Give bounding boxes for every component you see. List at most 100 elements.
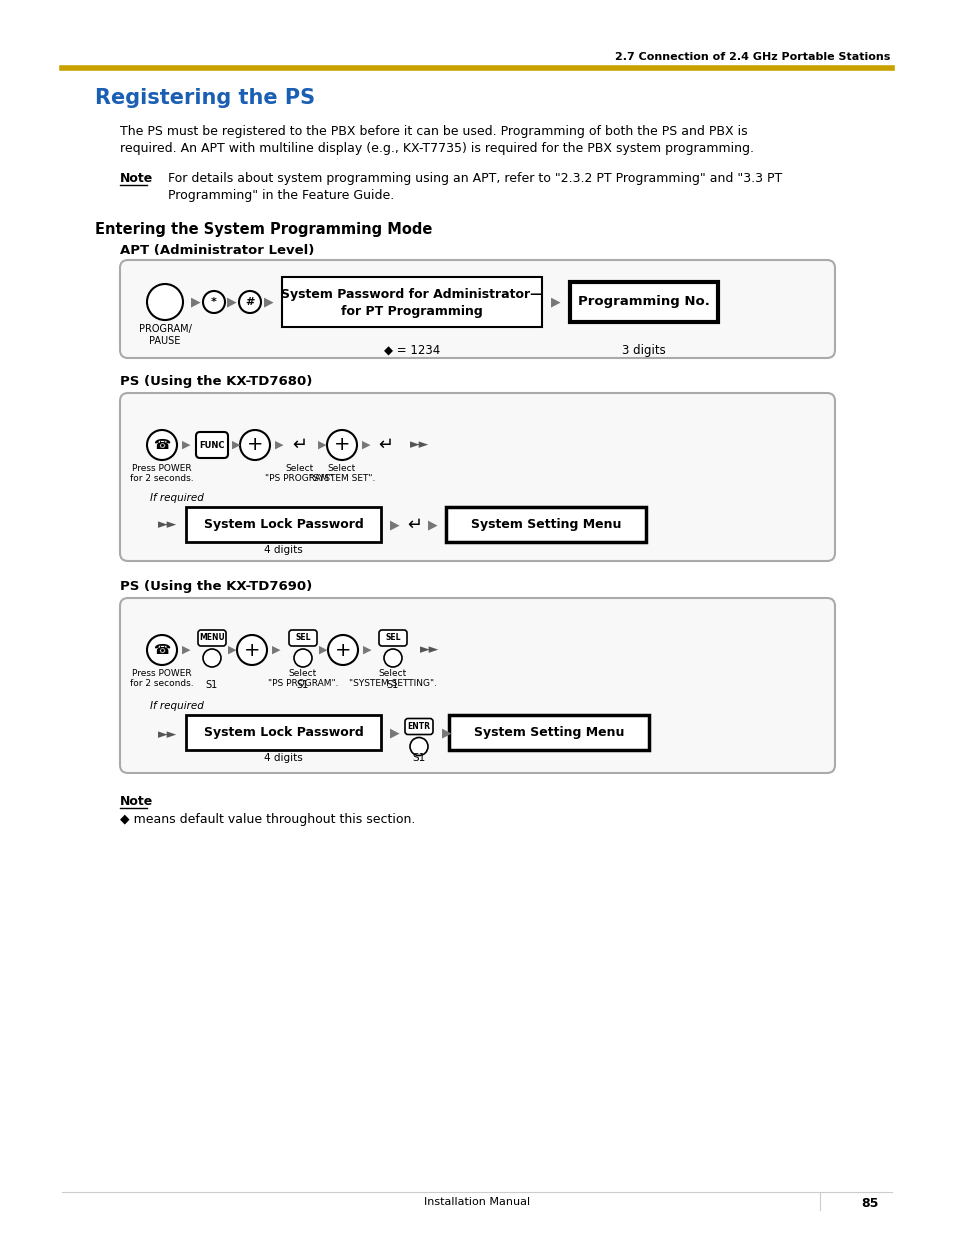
Text: PS (Using the KX-TD7690): PS (Using the KX-TD7690) — [120, 580, 312, 593]
Text: Select
"PS PROGRAM".: Select "PS PROGRAM". — [265, 464, 335, 483]
Text: SEL: SEL — [385, 634, 400, 642]
FancyBboxPatch shape — [120, 393, 834, 561]
Text: ◆ means default value throughout this section.: ◆ means default value throughout this se… — [120, 813, 415, 826]
Text: Note: Note — [120, 172, 153, 185]
Circle shape — [203, 650, 221, 667]
Text: S1: S1 — [296, 680, 309, 690]
Text: Entering the System Programming Mode: Entering the System Programming Mode — [95, 222, 432, 237]
Circle shape — [410, 737, 428, 756]
FancyBboxPatch shape — [289, 630, 316, 646]
Text: +: + — [335, 641, 351, 659]
Text: +: + — [334, 436, 350, 454]
Text: ▶: ▶ — [232, 440, 240, 450]
Circle shape — [203, 291, 225, 312]
Text: ▶: ▶ — [442, 726, 452, 739]
Text: Note: Note — [120, 795, 153, 808]
Text: Installation Manual: Installation Manual — [423, 1197, 530, 1207]
Bar — [446, 508, 645, 542]
Text: If required: If required — [150, 701, 204, 711]
Text: APT (Administrator Level): APT (Administrator Level) — [120, 245, 314, 257]
Text: ▶: ▶ — [191, 295, 200, 309]
Circle shape — [327, 430, 356, 459]
Text: for PT Programming: for PT Programming — [341, 305, 482, 317]
Text: S1: S1 — [206, 680, 218, 690]
Text: System Password for Administrator—: System Password for Administrator— — [281, 288, 542, 301]
Text: 3 digits: 3 digits — [621, 345, 665, 357]
Circle shape — [384, 650, 401, 667]
Text: System Setting Menu: System Setting Menu — [471, 517, 620, 531]
Circle shape — [147, 284, 183, 320]
Text: ☎: ☎ — [153, 643, 171, 657]
Text: System Setting Menu: System Setting Menu — [474, 726, 623, 739]
Text: Select
"PS PROGRAM".: Select "PS PROGRAM". — [268, 669, 338, 688]
Text: Press POWER
for 2 seconds.: Press POWER for 2 seconds. — [130, 669, 193, 688]
Text: Registering the PS: Registering the PS — [95, 88, 314, 107]
Text: PROGRAM/
PAUSE: PROGRAM/ PAUSE — [138, 324, 192, 346]
Text: ↵: ↵ — [293, 436, 307, 454]
Text: SEL: SEL — [294, 634, 311, 642]
Text: ▶: ▶ — [362, 645, 371, 655]
Bar — [282, 277, 541, 327]
Text: ↵: ↵ — [378, 436, 394, 454]
Text: ↵: ↵ — [407, 515, 422, 534]
Circle shape — [147, 430, 177, 459]
Text: #: # — [245, 296, 254, 308]
Text: ▶: ▶ — [551, 295, 560, 309]
Text: The PS must be registered to the PBX before it can be used. Programming of both : The PS must be registered to the PBX bef… — [120, 125, 747, 138]
Text: required. An APT with multiline display (e.g., KX-T7735) is required for the PBX: required. An APT with multiline display … — [120, 142, 753, 156]
Text: ▶: ▶ — [264, 295, 274, 309]
FancyBboxPatch shape — [120, 598, 834, 773]
Text: ☎: ☎ — [153, 438, 171, 452]
Text: ▶: ▶ — [228, 645, 236, 655]
FancyBboxPatch shape — [198, 630, 226, 646]
Text: *: * — [211, 296, 216, 308]
FancyBboxPatch shape — [195, 432, 228, 458]
Text: MENU: MENU — [199, 634, 225, 642]
Text: S1: S1 — [387, 680, 398, 690]
Circle shape — [328, 635, 357, 664]
FancyBboxPatch shape — [378, 630, 407, 646]
Bar — [186, 715, 380, 750]
Text: ▶: ▶ — [274, 440, 283, 450]
Text: System Lock Password: System Lock Password — [203, 517, 363, 531]
Text: Select
"SYSTEM SETTING".: Select "SYSTEM SETTING". — [349, 669, 436, 688]
Bar — [449, 715, 648, 750]
Text: ▶: ▶ — [390, 517, 399, 531]
Text: ►►: ►► — [158, 519, 177, 531]
Text: ►►: ►► — [410, 438, 429, 452]
Text: +: + — [247, 436, 263, 454]
Circle shape — [236, 635, 267, 664]
Text: 4 digits: 4 digits — [264, 753, 302, 763]
Text: 2.7 Connection of 2.4 GHz Portable Stations: 2.7 Connection of 2.4 GHz Portable Stati… — [614, 52, 889, 62]
Text: ▶: ▶ — [182, 645, 190, 655]
Circle shape — [147, 635, 177, 664]
Bar — [140, 487, 524, 555]
Bar — [569, 282, 718, 322]
Text: ▶: ▶ — [428, 517, 437, 531]
Bar — [140, 695, 524, 767]
Text: ▶: ▶ — [272, 645, 280, 655]
Text: ▶: ▶ — [361, 440, 370, 450]
Text: Press POWER
for 2 seconds.: Press POWER for 2 seconds. — [130, 464, 193, 483]
Text: FUNC: FUNC — [199, 441, 225, 450]
Text: If required: If required — [150, 493, 204, 503]
Text: S1: S1 — [412, 753, 425, 763]
Text: For details about system programming using an APT, refer to "2.3.2 PT Programmin: For details about system programming usi… — [168, 172, 781, 185]
Text: 4 digits: 4 digits — [264, 545, 302, 555]
FancyBboxPatch shape — [120, 261, 834, 358]
Text: ►►: ►► — [158, 729, 177, 741]
Text: System Lock Password: System Lock Password — [203, 726, 363, 739]
Text: Programming No.: Programming No. — [578, 295, 709, 309]
Bar — [186, 508, 380, 542]
Text: ▶: ▶ — [182, 440, 190, 450]
Text: Select
"SYSTEM SET".: Select "SYSTEM SET". — [309, 464, 375, 483]
FancyBboxPatch shape — [405, 719, 433, 735]
Text: ►►: ►► — [420, 643, 439, 657]
Text: ◆ = 1234: ◆ = 1234 — [383, 345, 439, 357]
Text: ▶: ▶ — [317, 440, 326, 450]
Text: +: + — [244, 641, 260, 659]
Circle shape — [240, 430, 270, 459]
Text: ▶: ▶ — [390, 726, 399, 739]
Circle shape — [239, 291, 261, 312]
Circle shape — [294, 650, 312, 667]
